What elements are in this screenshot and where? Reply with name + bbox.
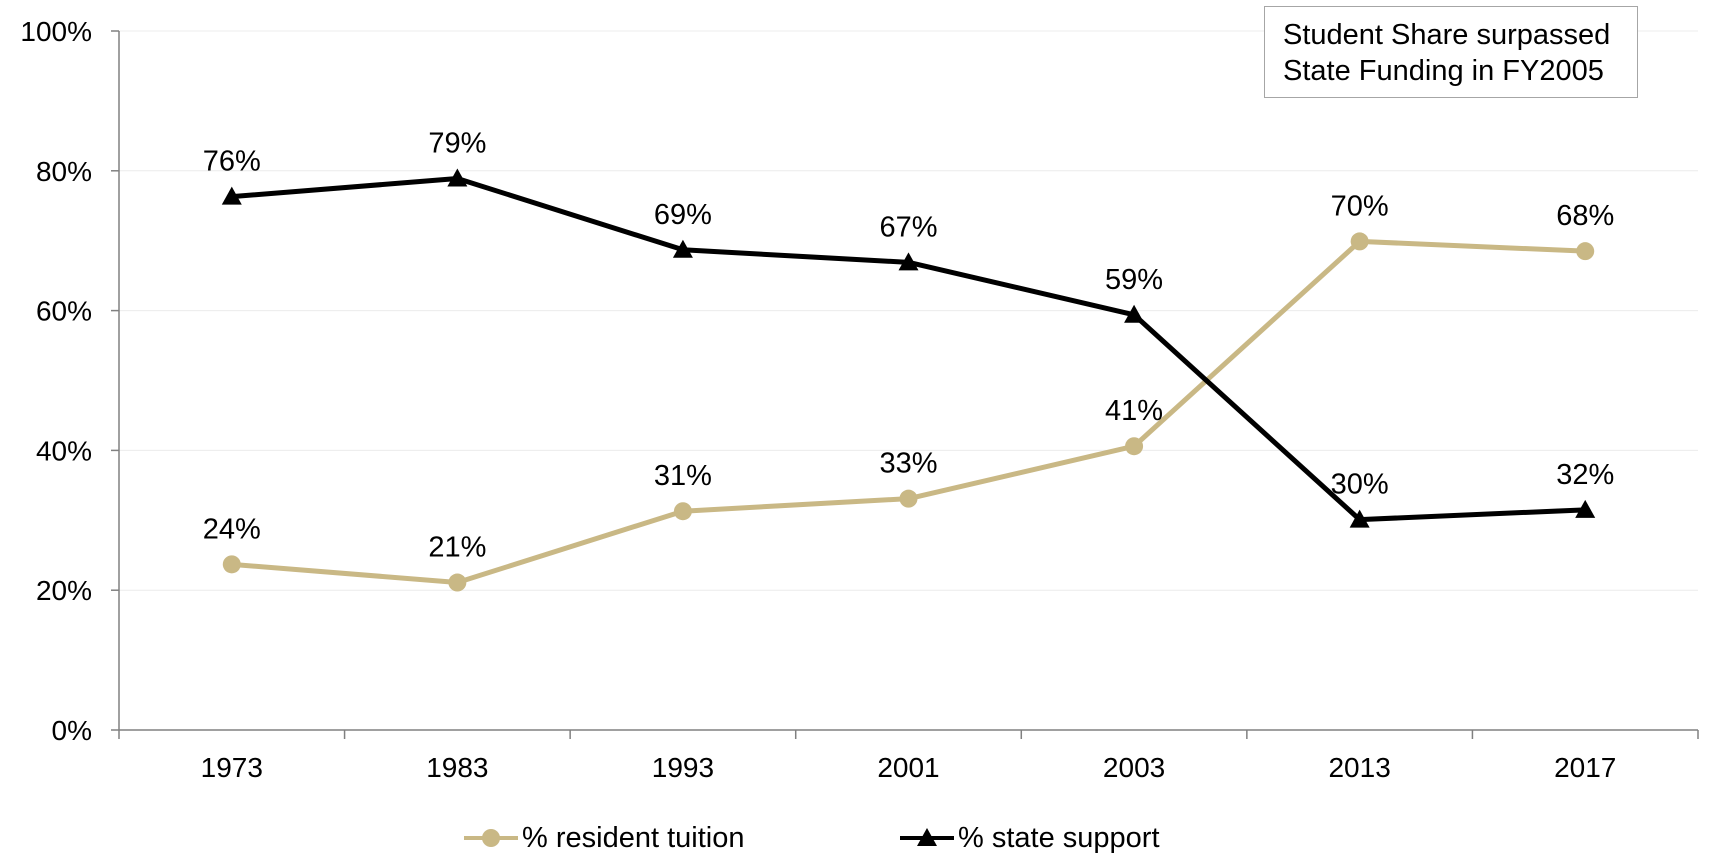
data-point-resident-tuition bbox=[899, 489, 918, 508]
y-tick-label: 0% bbox=[52, 715, 92, 746]
data-labels: 24% 21% 31% 33% 41% 70% 68% 76% 79% 69% 67% 59% 30% 3… bbox=[203, 127, 1614, 563]
data-label-resident-tuition: 41% bbox=[1105, 395, 1163, 427]
y-tick-label: 20% bbox=[36, 575, 92, 606]
gridlines bbox=[119, 30, 1698, 591]
data-point-state-support bbox=[1124, 304, 1145, 323]
x-tick-label-2017: 2017 bbox=[1554, 752, 1616, 783]
data-label-state-support: 32% bbox=[1556, 459, 1614, 491]
data-label-state-support: 59% bbox=[1105, 264, 1163, 296]
y-tick-label: 100% bbox=[20, 16, 92, 47]
data-label-resident-tuition: 21% bbox=[428, 532, 486, 564]
legend-label-resident-tuition: % resident tuition bbox=[522, 821, 745, 854]
data-label-state-support: 69% bbox=[654, 199, 712, 231]
legend: % resident tuition % state support bbox=[0, 818, 1712, 858]
data-point-resident-tuition bbox=[1125, 437, 1144, 456]
series-lines bbox=[221, 168, 1596, 592]
data-point-resident-tuition bbox=[673, 502, 692, 521]
axes: 0% 20% 40% 60% 80% 100% 1973 1983 1993 2001 2003 20… bbox=[20, 16, 1699, 783]
data-point-state-support bbox=[898, 252, 919, 271]
data-point-state-support bbox=[672, 239, 693, 258]
x-tick-label-2001: 2001 bbox=[877, 752, 939, 783]
data-point-state-support bbox=[1575, 499, 1596, 518]
data-label-resident-tuition: 24% bbox=[203, 513, 261, 545]
data-point-state-support bbox=[221, 186, 242, 205]
data-point-resident-tuition bbox=[1350, 232, 1369, 251]
data-label-state-support: 67% bbox=[879, 211, 937, 243]
data-point-resident-tuition bbox=[1576, 242, 1595, 261]
data-label-state-support: 76% bbox=[203, 146, 261, 178]
x-tick-label-2003: 2003 bbox=[1103, 752, 1165, 783]
y-tick-label: 40% bbox=[36, 435, 92, 466]
x-tick-label-1983: 1983 bbox=[426, 752, 488, 783]
annotation-line-1: Student Share surpassed bbox=[1283, 19, 1611, 51]
y-tick-label: 60% bbox=[36, 296, 92, 327]
data-point-resident-tuition bbox=[448, 573, 467, 592]
data-label-state-support: 30% bbox=[1331, 469, 1389, 501]
line-chart: 0% 20% 40% 60% 80% 100% 1973 1983 1993 2001 2003 20… bbox=[20, 16, 1699, 783]
legend-item-state-support: % state support bbox=[898, 818, 1160, 858]
data-label-resident-tuition: 68% bbox=[1556, 200, 1614, 232]
data-point-state-support bbox=[447, 168, 468, 187]
legend-label-state-support: % state support bbox=[958, 821, 1160, 854]
x-tick-label-1993: 1993 bbox=[652, 752, 714, 783]
data-label-resident-tuition: 33% bbox=[879, 448, 937, 480]
legend-circle-marker-icon bbox=[464, 829, 518, 847]
legend-triangle-marker-icon bbox=[900, 828, 954, 846]
annotation-box: Student Share surpassed State Funding in… bbox=[1264, 6, 1638, 98]
data-label-state-support: 79% bbox=[428, 127, 486, 159]
x-tick-label-1973: 1973 bbox=[201, 752, 263, 783]
data-point-state-support bbox=[1349, 509, 1370, 528]
y-tick-label: 80% bbox=[36, 156, 92, 187]
data-label-resident-tuition: 31% bbox=[654, 460, 712, 492]
data-point-resident-tuition bbox=[222, 555, 241, 574]
legend-item-resident-tuition: % resident tuition bbox=[462, 818, 744, 858]
data-label-resident-tuition: 70% bbox=[1331, 190, 1389, 222]
x-tick-label-2013: 2013 bbox=[1328, 752, 1390, 783]
annotation-line-2: State Funding in FY2005 bbox=[1283, 55, 1604, 87]
